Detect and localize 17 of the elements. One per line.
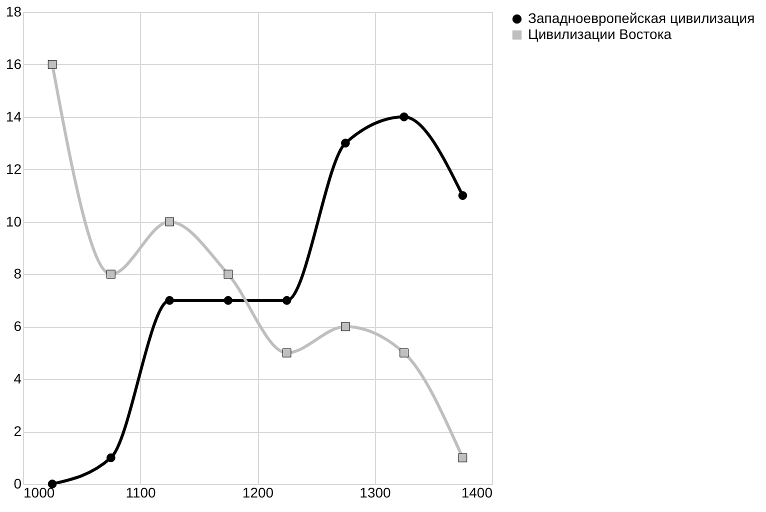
x-tick-label: 1300: [360, 484, 392, 500]
y-tick-label: 12: [6, 160, 22, 177]
y-tick-label: 8: [14, 266, 22, 282]
legend-label: Западноевропейская цивилизация: [528, 10, 755, 26]
y-tick-label: 2: [14, 423, 22, 440]
x-tick-label: 1200: [242, 484, 274, 500]
y-tick-label: 16: [6, 56, 22, 72]
y-tick-label: 14: [6, 108, 22, 124]
y-tick-label: 4: [14, 370, 22, 387]
x-tick-label: 1000: [24, 484, 55, 500]
y-tick-label: 18: [6, 4, 22, 20]
y-tick-label: 6: [14, 318, 22, 334]
legend-label: Цивилизации Востока: [528, 26, 672, 42]
x-tick-label: 1100: [126, 484, 156, 500]
x-tick-label: 1400: [461, 484, 493, 500]
y-tick-label: 10: [6, 213, 22, 230]
y-tick-label: 0: [14, 476, 22, 492]
